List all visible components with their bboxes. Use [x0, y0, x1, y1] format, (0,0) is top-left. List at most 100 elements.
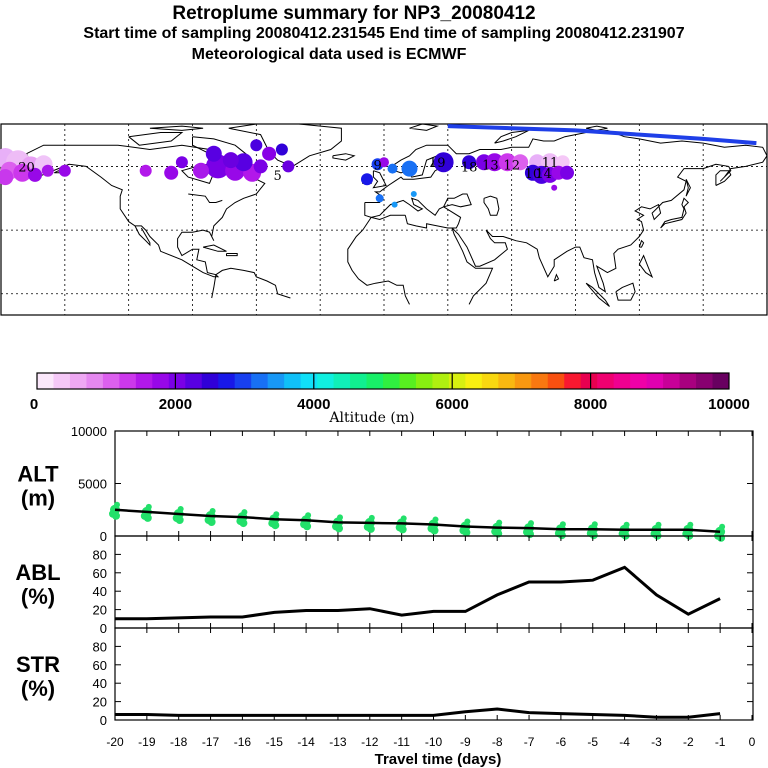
x-tick-label: -6 — [556, 735, 567, 749]
map-coastlines — [22, 123, 768, 307]
great-lakes — [188, 193, 223, 204]
colorbar-swatch — [119, 373, 137, 389]
y-tick-label: 60 — [93, 566, 107, 581]
plume-marker — [28, 167, 42, 182]
alt-data-point — [717, 533, 726, 542]
panel-unit-label: (%) — [21, 676, 55, 701]
map-day-label: 10 — [525, 167, 542, 182]
y-tick-label: 80 — [93, 639, 107, 654]
map-day-label: 9 — [373, 158, 381, 173]
colorbar-swatch — [465, 373, 483, 389]
alt-data-point — [398, 525, 407, 534]
colorbar-swatch — [448, 373, 466, 389]
colorbar-swatch — [580, 373, 598, 389]
chart-title: Retroplume summary for NP3_20080412 — [172, 3, 536, 24]
x-tick-label: -13 — [329, 735, 347, 749]
coastline-segment — [409, 123, 440, 131]
colorbar-swatch — [679, 373, 697, 389]
colorbar-swatch — [383, 373, 400, 389]
coastline-segment — [226, 253, 238, 257]
colorbar-swatch — [547, 373, 565, 389]
colorbar-tick-label: 6000 — [436, 396, 469, 413]
map-day-label: 13 — [482, 158, 499, 173]
alt-data-point — [464, 518, 471, 525]
abl-panel: 0 20 40 60 80 ABL(%) — [15, 535, 754, 636]
plume-marker — [462, 155, 477, 170]
coastline-segment — [211, 274, 217, 299]
coastline-segment — [553, 273, 560, 282]
colorbar-swatch — [498, 373, 516, 389]
colorbar-swatch — [613, 373, 631, 389]
plume-marker — [541, 153, 559, 172]
panel-unit-label: (m) — [21, 486, 55, 511]
alt-data-point — [177, 506, 184, 512]
str-panel: 0 20 40 60 80 STR(%) — [16, 627, 754, 728]
plume-marker — [164, 165, 179, 180]
colorbar-swatch — [630, 373, 648, 389]
plume-marker — [485, 153, 504, 172]
coastline-segment — [347, 217, 410, 305]
abl-series-line — [115, 565, 721, 621]
plume-marker — [282, 160, 295, 173]
map-day-label: 14 — [535, 167, 552, 182]
coastline-segment — [215, 267, 291, 299]
x-tick-label: -7 — [524, 735, 535, 749]
map-day-label: 12 — [503, 158, 520, 173]
y-tick-label: 0 — [100, 713, 107, 728]
y-tick-label: 10000 — [71, 424, 107, 439]
x-axis-label: Travel time (days) — [375, 751, 502, 768]
y-tick-label: 40 — [93, 584, 107, 599]
coastline-segment — [26, 144, 266, 278]
plume-marker — [139, 164, 152, 177]
x-tick-label: -19 — [138, 735, 156, 749]
panel-frame — [114, 627, 754, 721]
plume-marker — [58, 164, 71, 177]
x-tick-label: -12 — [361, 735, 379, 749]
plume-marker — [551, 184, 558, 191]
colorbar: 0 2000 4000 6000 8000 10000 Altitude (m) — [30, 372, 750, 426]
colorbar-swatch — [514, 373, 532, 389]
y-tick-label: 20 — [93, 603, 107, 618]
colorbar-swatch — [317, 373, 335, 389]
colorbar-swatch — [696, 373, 714, 389]
panel-label: ALT — [17, 462, 59, 487]
colorbar-swatch — [663, 373, 681, 389]
alt-data-point — [273, 511, 280, 518]
alt-data-point — [239, 519, 248, 528]
colorbar-swatch — [333, 373, 351, 389]
colorbar-swatch — [415, 373, 433, 389]
coastline-segment — [332, 153, 356, 161]
x-tick-label: -15 — [266, 735, 284, 749]
plume-marker — [387, 163, 398, 174]
colorbar-label: Altitude (m) — [328, 410, 414, 426]
plume-marker — [498, 153, 517, 172]
coastline-segment — [443, 193, 472, 208]
y-tick-label: 60 — [93, 658, 107, 673]
plume-marker — [175, 156, 188, 169]
plume-marker — [512, 154, 529, 171]
panel-frame — [114, 535, 754, 629]
alt-data-point — [335, 524, 343, 533]
colorbar-swatch — [201, 373, 219, 389]
plume-track — [447, 124, 757, 146]
colorbar-swatch — [531, 373, 549, 389]
coastline-segment — [404, 215, 494, 305]
alt-data-point — [432, 516, 439, 523]
alt-panel: 0 5000 10000 ALT(m) — [17, 424, 754, 544]
y-tick-label: 40 — [93, 676, 107, 691]
coastline-segment — [149, 125, 204, 131]
coastline-segment — [128, 132, 184, 146]
sampling-time-line: Start time of sampling 20080412.231545 E… — [83, 25, 685, 42]
colorbar-swatch — [350, 373, 368, 389]
alt-data-point — [526, 530, 534, 539]
x-tick-label: -14 — [297, 735, 315, 749]
colorbar-swatch — [564, 373, 582, 389]
alt-data-point — [719, 523, 726, 530]
coastline-segment — [483, 195, 500, 216]
plume-marker — [222, 152, 239, 169]
y-tick-label: 20 — [93, 695, 107, 710]
alt-data-point — [591, 521, 598, 528]
alt-data-point — [687, 521, 694, 528]
alt-data-point — [462, 528, 471, 537]
